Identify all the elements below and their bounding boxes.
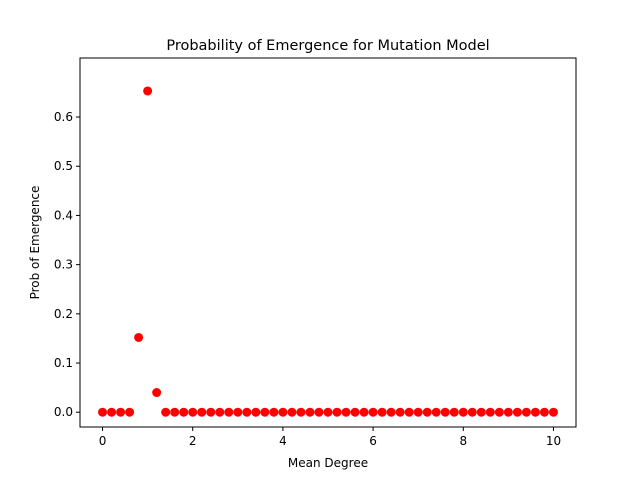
data-point: [350, 407, 360, 417]
data-point: [386, 407, 396, 417]
data-point: [143, 86, 153, 96]
data-point: [485, 407, 495, 417]
data-point: [503, 407, 513, 417]
data-point: [215, 407, 225, 417]
data-point: [413, 407, 423, 417]
y-axis-label: Prob of Emergence: [28, 186, 42, 300]
data-point: [296, 407, 306, 417]
x-tick-label: 2: [189, 434, 197, 448]
data-point: [530, 407, 540, 417]
data-point: [332, 407, 342, 417]
y-tick-label: 0.1: [54, 356, 73, 370]
data-point: [377, 407, 387, 417]
y-tick-label: 0.3: [54, 258, 73, 272]
data-point: [206, 407, 216, 417]
data-point: [134, 332, 144, 342]
data-point: [404, 407, 414, 417]
y-tick-label: 0.5: [54, 159, 73, 173]
data-point: [224, 407, 234, 417]
x-tick-label: 6: [369, 434, 377, 448]
data-point: [242, 407, 252, 417]
data-point: [278, 407, 288, 417]
data-point: [395, 407, 405, 417]
data-point: [548, 407, 558, 417]
x-axis-label: Mean Degree: [288, 456, 368, 470]
data-point: [476, 407, 486, 417]
axes-frame: [79, 57, 577, 428]
data-point: [179, 407, 189, 417]
data-point: [107, 407, 117, 417]
data-point: [197, 407, 207, 417]
data-point: [431, 407, 441, 417]
data-point: [449, 407, 459, 417]
data-point: [152, 388, 162, 398]
data-point: [305, 407, 315, 417]
data-point: [341, 407, 351, 417]
data-point: [188, 407, 198, 417]
y-tick-label: 0.2: [54, 307, 73, 321]
data-point: [260, 407, 270, 417]
data-point: [98, 407, 108, 417]
data-point: [269, 407, 279, 417]
data-point: [539, 407, 549, 417]
data-point: [251, 407, 261, 417]
data-point: [458, 407, 468, 417]
y-tick-label: 0.4: [54, 208, 73, 222]
data-point: [287, 407, 297, 417]
x-tick-label: 0: [99, 434, 107, 448]
x-tick-label: 10: [546, 434, 561, 448]
data-point: [116, 407, 126, 417]
data-point: [161, 407, 171, 417]
data-point: [233, 407, 243, 417]
data-point: [440, 407, 450, 417]
x-tick-label: 4: [279, 434, 287, 448]
chart-title: Probability of Emergence for Mutation Mo…: [166, 38, 489, 54]
data-point: [314, 407, 324, 417]
y-tick-label: 0.0: [54, 405, 73, 419]
data-point: [323, 407, 333, 417]
plot-area: [98, 86, 558, 417]
data-point: [422, 407, 432, 417]
y-tick-label: 0.6: [54, 110, 73, 124]
data-point: [125, 407, 135, 417]
data-point: [170, 407, 180, 417]
data-point: [467, 407, 477, 417]
y-axis: 0.0 0.1 0.2 0.3 0.4 0.5 0.6: [54, 110, 80, 419]
data-point: [359, 407, 369, 417]
data-point: [368, 407, 378, 417]
x-tick-label: 8: [459, 434, 467, 448]
data-point: [512, 407, 522, 417]
data-point: [494, 407, 504, 417]
data-point: [521, 407, 531, 417]
x-axis: 0 2 4 6 8 10: [99, 427, 561, 448]
